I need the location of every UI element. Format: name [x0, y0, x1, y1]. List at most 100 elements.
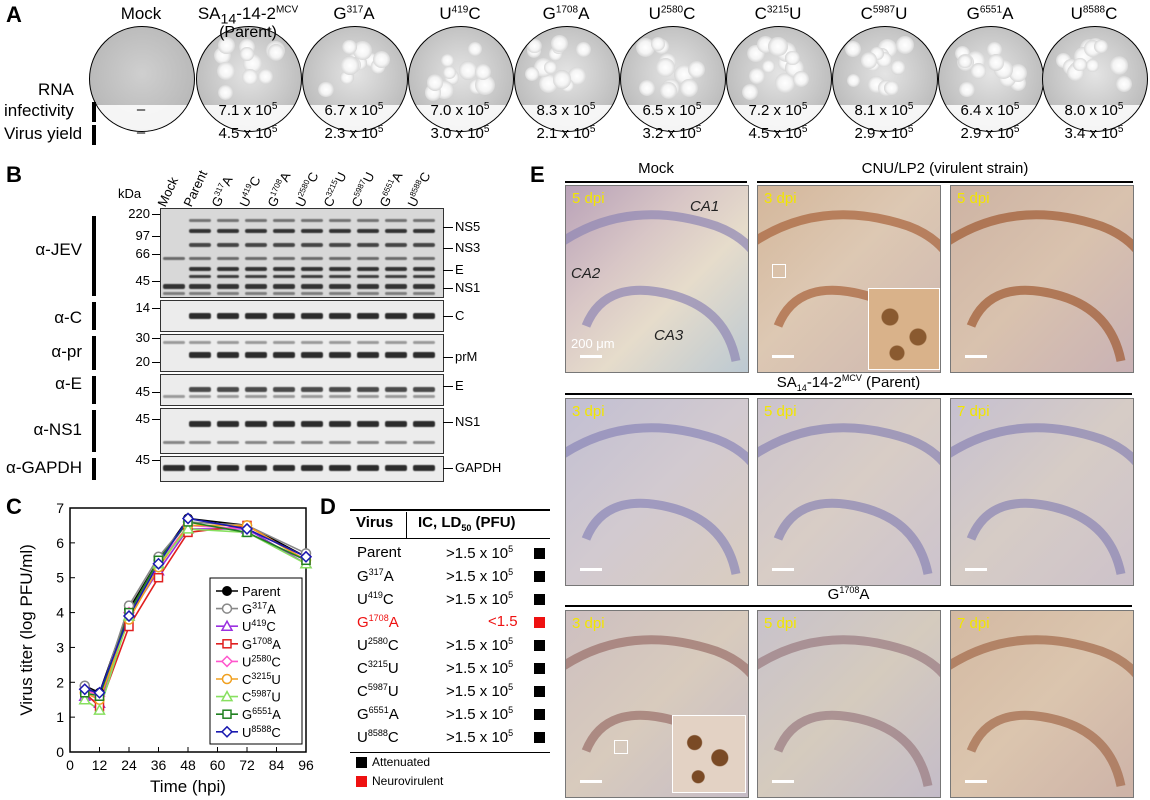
virus-header-base: U: [648, 4, 661, 23]
status-square: [534, 640, 545, 651]
protein-band: [189, 313, 211, 319]
dpi-label: 3 dpi: [572, 403, 605, 420]
virus-header-suffix: C: [1105, 4, 1118, 23]
yield-value-exp: 5: [907, 124, 914, 135]
virus-header-suffix: C: [468, 4, 481, 23]
plaque: [240, 47, 254, 61]
protein-band: [413, 243, 435, 247]
region-label-ca1: CA1: [690, 198, 720, 215]
virus-yield-value: 4.5 x 105: [723, 124, 833, 142]
antibody-bar: [92, 410, 96, 452]
plaque: [527, 39, 542, 54]
protein-band: [301, 441, 323, 444]
cell-layer-arc: [951, 210, 1133, 362]
rna-label-line1: RNA: [38, 80, 74, 99]
antibody-label: α-C: [54, 308, 82, 327]
protein-band: [357, 313, 379, 319]
rna-label-line2: infectivity: [4, 101, 74, 120]
protein-band: [273, 219, 295, 222]
protein-band: [385, 352, 407, 358]
protein-band: [329, 267, 351, 271]
table-virus-suffix: U: [387, 660, 399, 677]
protein-band: [189, 257, 211, 260]
yield-value-mantissa: 2.9 x 10: [854, 125, 908, 142]
protein-band: [301, 229, 323, 233]
rna-value-mantissa: 7.0 x 10: [430, 102, 484, 119]
virus-header-sup: 3215: [766, 4, 790, 16]
kda-marker: 220: [128, 206, 150, 221]
plaque: [688, 60, 706, 78]
virus-header-base: G: [542, 4, 556, 23]
yield-label: Virus yield: [4, 124, 83, 143]
data-point: [78, 693, 92, 705]
dpi-label: 3 dpi: [764, 190, 797, 207]
kda-marker: 20: [135, 354, 150, 369]
col-divider: [406, 512, 407, 538]
protein-band: [357, 387, 379, 392]
protein-band: [357, 441, 379, 444]
header-parent-base: SA: [776, 374, 797, 391]
legend-marker: [220, 655, 234, 668]
yield-value-exp: 5: [377, 124, 384, 135]
legend-entry: U2580C: [242, 653, 281, 669]
legend-entry: Parent: [242, 584, 281, 599]
cell-layer-arc: [758, 423, 940, 575]
inset-marker: [772, 264, 786, 278]
plaque: [1116, 76, 1132, 92]
col-virus: Virus: [356, 514, 394, 531]
y-tick-label: 3: [56, 639, 64, 655]
table-ld50-value: >1.5 x 105: [446, 659, 513, 677]
protein-band: [273, 387, 295, 392]
protein-band: [189, 219, 211, 222]
cell-layer-arc: [758, 635, 940, 787]
plaque: [958, 54, 972, 69]
protein-band: [273, 313, 295, 319]
virus-yield-value: 4.5 x 105: [193, 124, 303, 142]
hippocampus-layer: [951, 423, 1133, 575]
virus-header-sup: 6551: [979, 4, 1003, 16]
kda-marker: 30: [135, 330, 150, 345]
y-tick-label: 0: [56, 744, 64, 760]
legend-entry: U8588C: [242, 724, 281, 740]
plaque-dish: [408, 26, 514, 132]
protein-band: [189, 267, 211, 271]
band-pointer: [443, 316, 453, 317]
rna-value-exp: 5: [801, 101, 808, 112]
protein-band: [357, 275, 379, 278]
protein-band: [273, 395, 295, 398]
rna-value-exp: 5: [1013, 101, 1020, 112]
legend-entry: G317A: [242, 601, 276, 617]
plaque: [761, 59, 775, 73]
virus-yield-value: 3.0 x 105: [405, 124, 515, 142]
protein-band: [413, 257, 435, 260]
rna-infectivity-value: 8.3 x 105: [511, 101, 621, 119]
virus-header-sup: 1708: [555, 4, 579, 16]
yield-value-exp: 5: [589, 124, 596, 135]
ld50-mantissa: >1.5 x 10: [446, 706, 509, 723]
protein-band: [245, 395, 267, 398]
dpi-label: 7 dpi: [957, 615, 990, 632]
plaque: [656, 58, 676, 78]
protein-band: [413, 395, 435, 398]
protein-band: [273, 267, 295, 271]
header-rule: [565, 181, 747, 183]
data-point: [181, 522, 195, 534]
y-tick-label: 5: [56, 570, 64, 586]
virus-header: U419C: [400, 4, 520, 24]
table-virus-base: G: [357, 614, 369, 631]
tissue-micrograph: 7 dpi: [950, 398, 1134, 586]
scale-bar: [965, 355, 987, 358]
protein-band: [273, 421, 295, 427]
ld50-mantissa: >1.5 x 10: [446, 637, 509, 654]
protein-band: [301, 257, 323, 260]
panel-label-e: E: [530, 162, 545, 187]
protein-band: [189, 465, 211, 471]
virus-yield-value: 2.1 x 105: [511, 124, 621, 142]
protein-band: [163, 341, 185, 344]
plaque: [552, 70, 572, 89]
protein-band: [163, 284, 185, 289]
panel-label-b: B: [6, 162, 22, 187]
plaque: [1008, 64, 1027, 83]
protein-band: [357, 257, 379, 260]
protein-band: [357, 465, 379, 471]
